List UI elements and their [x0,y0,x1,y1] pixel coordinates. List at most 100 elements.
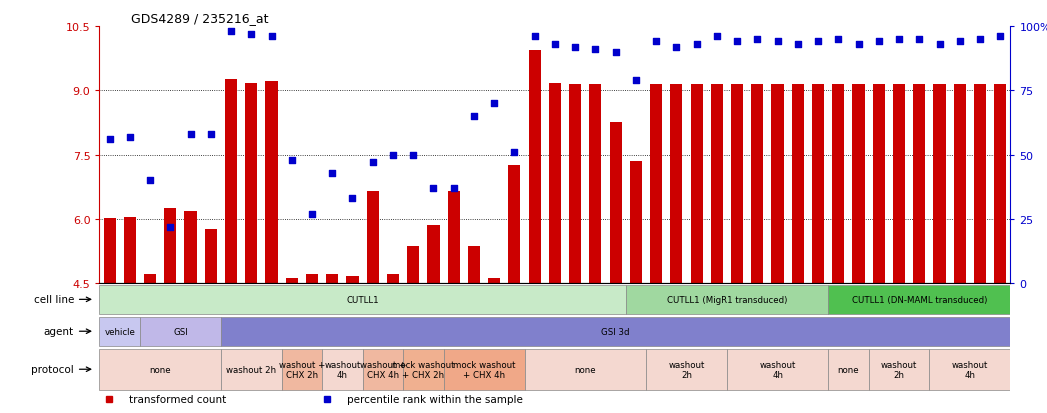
Point [121,134,138,140]
Point [891,36,908,43]
Bar [124,218,136,284]
Point [223,28,240,35]
Text: GSI 3d: GSI 3d [601,327,630,336]
Text: washout 2h: washout 2h [226,365,276,374]
Bar [184,212,197,284]
Bar [322,349,362,389]
Bar [144,274,156,284]
Text: GSI: GSI [173,327,187,336]
Text: washout
2h: washout 2h [668,360,705,379]
Point [547,42,563,48]
Point [587,47,604,53]
Bar [205,230,217,284]
Point [566,44,583,51]
Point [709,34,726,40]
Bar [509,166,520,284]
Point [648,39,665,45]
Text: transformed count: transformed count [129,394,226,404]
Bar [387,274,399,284]
Point [911,36,928,43]
Text: mock washout
+ CHX 2h: mock washout + CHX 2h [392,360,454,379]
Point [506,150,522,156]
Point [627,78,644,84]
Point [263,34,280,40]
Point [729,39,745,45]
Bar [327,274,338,284]
Bar [995,85,1006,284]
Text: CUTLL1: CUTLL1 [347,295,379,304]
Text: none: none [575,365,596,374]
Point [607,49,624,56]
Bar [711,85,722,284]
Point [384,152,401,159]
Bar [407,247,419,284]
Point [668,44,685,51]
Text: washout +
CHX 4h: washout + CHX 4h [360,360,406,379]
Bar [650,85,662,284]
Bar [589,85,601,284]
Bar [752,85,763,284]
Bar [646,349,727,389]
Bar [570,85,581,284]
Bar [727,349,828,389]
Point [850,42,867,48]
Bar [306,274,318,284]
Text: percentile rank within the sample: percentile rank within the sample [348,394,524,404]
Bar [525,349,646,389]
Bar [266,82,277,284]
Text: washout
4h: washout 4h [759,360,796,379]
Bar [529,50,540,284]
Bar [221,349,282,389]
Bar [626,285,828,314]
Text: none: none [150,365,171,374]
Bar [930,349,1010,389]
Point [344,196,361,202]
Bar [468,247,480,284]
Text: protocol: protocol [31,364,74,374]
Bar [893,85,905,284]
Bar [772,85,783,284]
Point [445,185,462,192]
Bar [691,85,703,284]
Bar [630,162,642,284]
Bar [444,349,525,389]
Bar [366,192,379,284]
Bar [286,279,297,284]
Point [284,157,300,164]
Point [830,36,847,43]
Bar [828,285,1010,314]
Point [141,178,158,184]
Text: washout
4h: washout 4h [952,360,988,379]
Bar [362,349,403,389]
Bar [448,192,460,284]
Bar [104,218,115,284]
Bar [427,226,440,284]
Bar [828,349,869,389]
Text: cell line: cell line [34,294,74,305]
Text: GDS4289 / 235216_at: GDS4289 / 235216_at [131,12,268,25]
Point [749,36,765,43]
Point [304,211,320,218]
Text: CUTLL1 (MigR1 transduced): CUTLL1 (MigR1 transduced) [667,295,787,304]
Point [405,152,422,159]
Text: CUTLL1 (DN-MAML transduced): CUTLL1 (DN-MAML transduced) [851,295,987,304]
Bar [549,83,561,284]
Text: vehicle: vehicle [105,327,135,336]
Point [992,34,1008,40]
Bar [221,317,1010,346]
Point [364,160,381,166]
Bar [954,85,965,284]
Bar [812,85,824,284]
Point [486,101,503,107]
Bar [913,85,926,284]
Bar [140,317,221,346]
Point [425,185,442,192]
Bar [282,349,322,389]
Bar [164,209,176,284]
Bar [869,349,930,389]
Point [182,131,199,138]
Bar [99,317,140,346]
Bar [609,123,622,284]
Bar [245,83,258,284]
Point [972,36,988,43]
